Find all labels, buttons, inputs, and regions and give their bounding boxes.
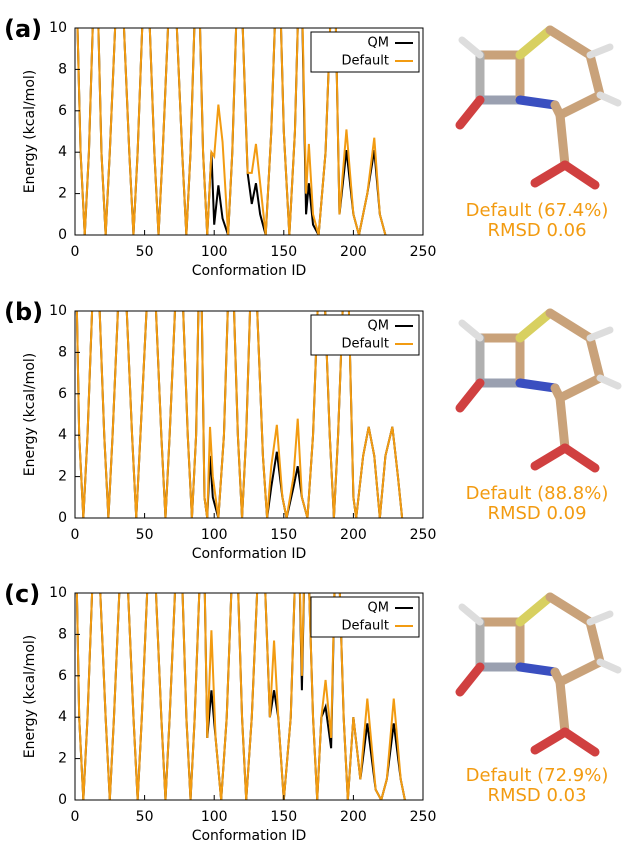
x-tick-label: 200 (340, 809, 367, 825)
x-tick-label: 200 (340, 244, 367, 260)
legend-label: Default (342, 54, 390, 69)
figure: 0501001502002500246810Conformation IDEne… (0, 0, 630, 852)
y-tick-label: 8 (58, 626, 67, 642)
y-tick-label: 2 (58, 186, 67, 202)
x-tick-label: 150 (270, 244, 297, 260)
legend-label: QM (368, 36, 389, 51)
x-axis-label: Conformation ID (192, 828, 307, 844)
y-tick-label: 0 (58, 510, 67, 526)
y-tick-label: 0 (58, 792, 67, 808)
panel-label: (a) (4, 15, 42, 43)
caption: RMSD 0.06 (487, 220, 586, 241)
legend-label: Default (342, 337, 390, 352)
x-tick-label: 0 (71, 244, 80, 260)
x-axis-label: Conformation ID (192, 546, 307, 562)
y-tick-label: 6 (58, 386, 67, 402)
y-tick-label: 0 (58, 227, 67, 243)
y-tick-label: 10 (49, 20, 67, 36)
x-tick-label: 250 (410, 527, 437, 543)
x-tick-label: 200 (340, 527, 367, 543)
legend-label: QM (368, 601, 389, 616)
panel-label: (c) (4, 580, 40, 608)
x-tick-label: 100 (201, 244, 228, 260)
y-tick-label: 4 (58, 709, 67, 725)
x-tick-label: 0 (71, 527, 80, 543)
molecule (460, 313, 618, 468)
x-tick-label: 100 (201, 809, 228, 825)
y-tick-label: 10 (49, 585, 67, 601)
x-tick-label: 0 (71, 809, 80, 825)
panel-label: (b) (4, 298, 43, 326)
legend-label: Default (342, 619, 390, 634)
caption: Default (72.9%) (466, 765, 609, 786)
x-tick-label: 250 (410, 809, 437, 825)
x-tick-label: 50 (136, 244, 154, 260)
caption: Default (67.4%) (466, 200, 609, 221)
x-tick-label: 50 (136, 527, 154, 543)
x-tick-label: 250 (410, 244, 437, 260)
y-tick-label: 6 (58, 668, 67, 684)
y-tick-label: 8 (58, 344, 67, 360)
y-axis-label: Energy (kcal/mol) (22, 70, 38, 193)
molecule (460, 30, 618, 185)
y-tick-label: 4 (58, 427, 67, 443)
y-tick-label: 2 (58, 469, 67, 485)
caption: RMSD 0.09 (487, 503, 586, 524)
x-axis-label: Conformation ID (192, 263, 307, 279)
y-axis-label: Energy (kcal/mol) (22, 353, 38, 476)
x-tick-label: 150 (270, 809, 297, 825)
y-axis-label: Energy (kcal/mol) (22, 635, 38, 758)
y-tick-label: 6 (58, 103, 67, 119)
y-tick-label: 10 (49, 303, 67, 319)
caption: RMSD 0.03 (487, 785, 586, 806)
x-tick-label: 50 (136, 809, 154, 825)
y-tick-label: 8 (58, 61, 67, 77)
caption: Default (88.8%) (466, 483, 609, 504)
x-tick-label: 100 (201, 527, 228, 543)
x-tick-label: 150 (270, 527, 297, 543)
y-tick-label: 2 (58, 751, 67, 767)
molecule (460, 597, 618, 752)
legend-label: QM (368, 319, 389, 334)
y-tick-label: 4 (58, 144, 67, 160)
